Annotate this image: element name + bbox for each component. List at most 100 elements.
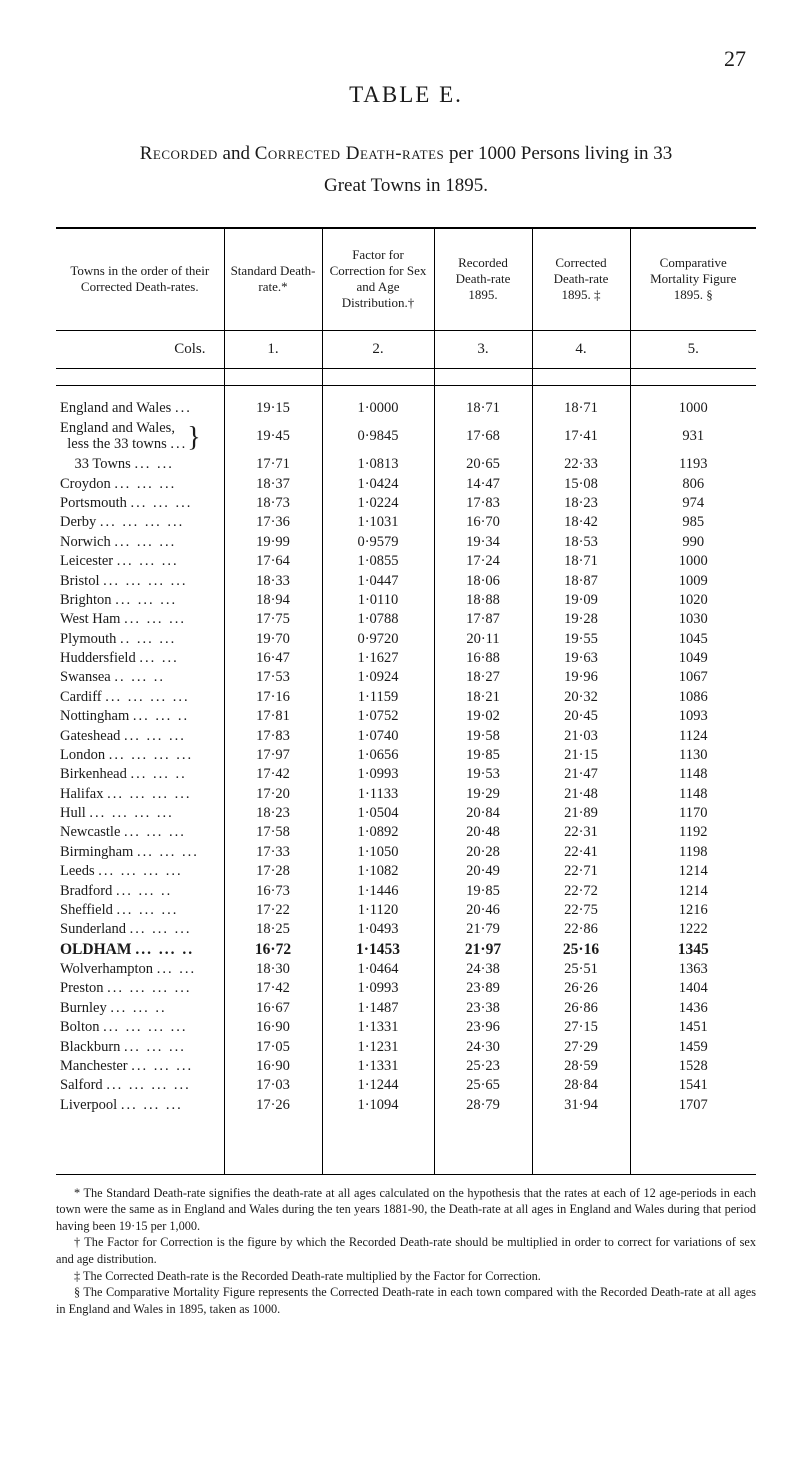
data-cell: 17·03 [224,1076,322,1095]
table-row: Liverpool ... ... ...17·261·109428·7931·… [56,1096,756,1175]
table-row: Manchester ... ... ...16·901·133125·2328… [56,1057,756,1076]
data-cell: 1214 [630,881,756,900]
data-cell: 20·45 [532,707,630,726]
data-cell: 1124 [630,726,756,745]
data-cell: 25·16 [532,940,630,960]
data-cell: 18·42 [532,513,630,532]
data-cell: 24·38 [434,960,532,979]
data-cell: 19·34 [434,533,532,552]
town-name-cell: Cardiff ... ... ... ... [56,688,224,707]
data-cell: 1093 [630,707,756,726]
data-cell: 19·45 [224,418,322,455]
intro-sc-1: Recorded [140,143,218,164]
table-row: Norwich ... ... ...19·990·957919·3418·53… [56,533,756,552]
table-row: Burnley ... ... ..16·671·148723·3826·861… [56,999,756,1018]
town-name-cell: Norwich ... ... ... [56,533,224,552]
town-name-cell: OLDHAM ... ... .. [56,940,224,960]
footnote-1: * The Standard Death-rate signifies the … [56,1185,756,1235]
data-cell: 17·42 [224,765,322,784]
data-cell: 17·75 [224,610,322,629]
data-cell: 22·71 [532,862,630,881]
table-row: Wolverhampton ... ...18·301·046424·3825·… [56,960,756,979]
data-cell: 16·73 [224,881,322,900]
data-cell: 1·0224 [322,494,434,513]
data-cell: 25·65 [434,1076,532,1095]
data-cell: 22·72 [532,881,630,900]
data-cell: 985 [630,513,756,532]
data-cell: 18·73 [224,494,322,513]
town-name-cell: Sunderland ... ... ... [56,920,224,939]
data-cell: 1214 [630,862,756,881]
data-cell: 20·28 [434,843,532,862]
data-cell: 990 [630,533,756,552]
data-cell: 1216 [630,901,756,920]
data-cell: 1130 [630,746,756,765]
data-cell: 1170 [630,804,756,823]
data-cell: 1049 [630,649,756,668]
data-cell: 21·89 [532,804,630,823]
intro-sc-2: Corrected Death-rates [255,143,445,164]
table-row: Plymouth .. ... ...19·700·972020·1119·55… [56,630,756,649]
cols-label: Cols. [56,330,224,368]
header-factor: Factor for Correction for Sex and Age Di… [322,228,434,331]
data-cell: 1·0110 [322,591,434,610]
data-cell: 23·89 [434,979,532,998]
data-cell: 18·23 [224,804,322,823]
data-cell: 18·53 [532,533,630,552]
town-name-cell: Derby ... ... ... ... [56,513,224,532]
header-corrected: Corrected Death-rate 1895. ‡ [532,228,630,331]
data-cell: 22·33 [532,455,630,474]
data-cell: 23·38 [434,999,532,1018]
data-cell: 16·90 [224,1057,322,1076]
table-row: Nottingham ... ... ..17·811·075219·0220·… [56,707,756,726]
data-cell: 1000 [630,385,756,418]
town-name-cell: London ... ... ... ... [56,746,224,765]
data-cell: 20·65 [434,455,532,474]
town-name-cell: Swansea .. ... .. [56,668,224,687]
data-cell: 19·02 [434,707,532,726]
data-cell: 22·31 [532,823,630,842]
col-num-3: 3. [434,330,532,368]
table-row: Bristol ... ... ... ...18·331·044718·061… [56,571,756,590]
data-cell: 17·87 [434,610,532,629]
data-cell: 17·68 [434,418,532,455]
data-cell: 28·84 [532,1076,630,1095]
data-cell: 22·41 [532,843,630,862]
table-row: Portsmouth ... ... ...18·731·022417·8318… [56,494,756,513]
data-cell: 974 [630,494,756,513]
town-name-cell: Huddersfield ... ... [56,649,224,668]
data-cell: 28·59 [532,1057,630,1076]
table-row: Halifax ... ... ... ...17·201·113319·292… [56,785,756,804]
data-cell: 1198 [630,843,756,862]
data-cell: 1404 [630,979,756,998]
data-cell: 1·0000 [322,385,434,418]
data-cell: 18·94 [224,591,322,610]
data-cell: 17·16 [224,688,322,707]
data-cell: 1·0464 [322,960,434,979]
data-cell: 20·32 [532,688,630,707]
intro-mid-1: and [218,143,255,164]
data-cell: 17·22 [224,901,322,920]
page: 27 TABLE E. Recorded and Corrected Death… [0,0,800,1483]
col-num-4: 4. [532,330,630,368]
data-cell: 1009 [630,571,756,590]
town-name-cell: Wolverhampton ... ... [56,960,224,979]
data-table: Towns in the order of their Corrected De… [56,227,756,1175]
data-cell: 19·99 [224,533,322,552]
table-row: Huddersfield ... ...16·471·162716·8819·6… [56,649,756,668]
data-cell: 17·41 [532,418,630,455]
data-cell: 17·26 [224,1096,322,1175]
data-cell: 1·0752 [322,707,434,726]
town-name-cell: Blackburn ... ... ... [56,1037,224,1056]
data-cell: 27·15 [532,1018,630,1037]
town-name-cell: Preston ... ... ... ... [56,979,224,998]
table-row: Newcastle ... ... ...17·581·089220·4822·… [56,823,756,842]
data-cell: 18·21 [434,688,532,707]
town-name-cell: England and Wales ... [56,385,224,418]
town-name-cell: West Ham ... ... ... [56,610,224,629]
table-row: Sunderland ... ... ...18·251·049321·7922… [56,920,756,939]
gap-row [56,368,756,385]
town-name-cell: Portsmouth ... ... ... [56,494,224,513]
data-cell: 14·47 [434,475,532,494]
data-cell: 1707 [630,1096,756,1175]
